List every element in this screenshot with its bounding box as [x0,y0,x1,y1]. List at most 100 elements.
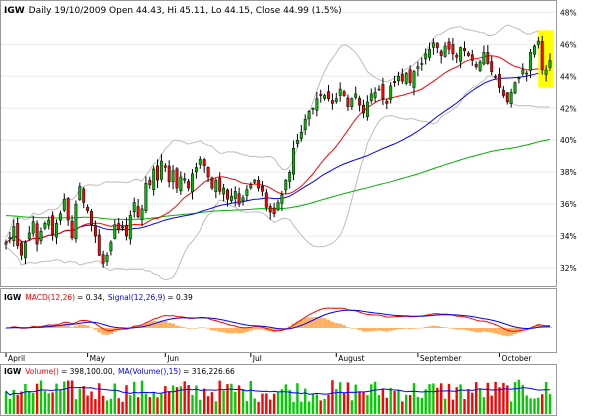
volume-bar [358,392,361,414]
volume-bar [475,382,478,414]
volume-bar [323,398,326,414]
volume-bar [249,381,252,414]
volume-bar [51,392,54,414]
candle [381,77,385,106]
candle-body [408,69,412,83]
candle [39,227,43,245]
candle-body [280,194,284,204]
candle-body [97,234,101,256]
candle [334,92,338,104]
candle-body [58,213,62,221]
volume-bar [463,399,466,414]
candle [330,93,334,110]
volume-bar [16,394,19,414]
volume-bar [498,387,501,414]
candle [179,171,183,195]
macd-histogram-bar [517,328,521,333]
candle-body [517,77,521,80]
candle-body [521,69,525,74]
volume-bar [8,398,12,414]
volume-bar [183,381,186,414]
x-axis-month-label: Jul [252,354,262,363]
volume-legend-volume-label: Volume() [25,367,59,376]
candle-body [82,188,86,203]
macd-histogram-bar [252,328,257,330]
volume-bar [105,400,109,414]
candle-body [494,75,498,78]
candle-body [315,98,319,111]
candle [447,37,451,55]
candle [517,76,521,84]
macd-histogram-bar [221,328,226,333]
candle [226,188,229,207]
candle [307,110,311,127]
candle-body [498,74,501,88]
candle [51,211,55,241]
volume-bar [191,394,194,414]
x-axis-month-label: October [501,354,532,363]
ma20-line [5,55,550,243]
candle-body [51,215,55,235]
macd-histogram-bar [81,324,86,328]
volume-bar [133,381,136,414]
candle-body [443,45,447,57]
volume-legend-ma-label: MA(Volume(),15) [118,367,181,376]
candle [175,167,179,194]
volume-bar [226,384,229,414]
candle-body [86,207,90,211]
candle [548,53,552,71]
macd-histogram-bar [163,320,168,328]
candle-body [272,207,276,214]
candle [27,226,31,241]
candle-body [397,76,400,82]
candle-body [47,219,51,226]
volume-bar [210,392,214,414]
candle [362,99,365,118]
volume-bar [136,397,140,414]
macd-histogram-bar [326,319,331,328]
macd-histogram-bar [520,328,525,331]
volume-bar [315,394,319,414]
candle [156,159,159,189]
candle [163,163,167,172]
candle [424,48,428,65]
candle [90,208,93,232]
volume-bar [12,389,15,414]
volume-bar [187,385,190,414]
candle [159,153,163,183]
candle-body [175,168,179,189]
macd-histogram-bar [159,320,164,328]
candle-body [117,223,121,230]
volume-bar [529,398,532,414]
candle [416,61,420,77]
macd-histogram-bar [361,328,366,332]
volume-bar [436,387,439,414]
macd-histogram-bar [66,325,71,328]
candle-body [35,223,39,245]
volume-bar [144,393,148,414]
candle [101,250,105,268]
candle [350,97,354,110]
candle-body [431,42,435,48]
price-y-tick-label: 32% [560,264,577,273]
candle-body [128,215,132,240]
volume-bar [63,381,66,414]
macd-histogram-bar [50,326,55,328]
candle-body [389,85,393,100]
price-gridlines [1,11,556,269]
macd-histogram-bar [202,327,207,328]
candle-body [140,208,144,220]
candle-body [249,184,253,189]
candle-body [206,167,210,178]
candle [505,91,509,105]
candle-body [125,225,128,237]
macd-histogram-bar [349,328,354,329]
candle-body [202,159,206,167]
macd-histogram-bar [225,328,230,334]
volume-bar [78,388,81,414]
macd-histogram-bar [443,327,447,328]
macd-histogram-bar [186,328,191,329]
macd-histogram-bar [536,324,541,328]
macd-legend-signal-label: Signal(12,26,9) [108,293,166,302]
macd-histogram-bar [365,328,370,332]
